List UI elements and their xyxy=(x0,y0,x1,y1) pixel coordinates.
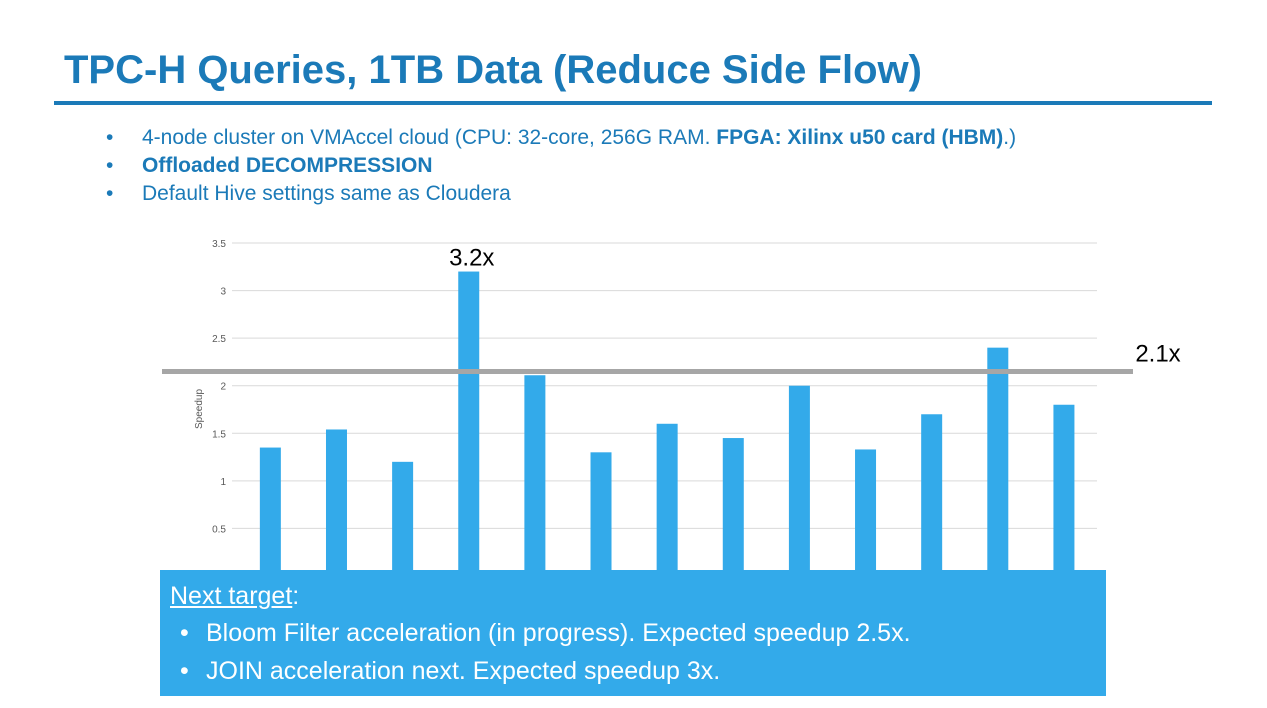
callout-heading: Next target xyxy=(170,582,293,610)
data-bar xyxy=(458,271,480,576)
data-bar xyxy=(656,423,678,576)
callout-item-join: JOIN acceleration next. Expected speedup… xyxy=(170,652,1096,690)
data-bar xyxy=(722,438,744,576)
y-tick-label: 1 xyxy=(220,477,226,488)
y-tick-label: 1.5 xyxy=(212,429,226,440)
data-bar xyxy=(524,375,546,576)
bar-annotation-label: 3.2x xyxy=(449,245,494,272)
bullet-bold-text: FPGA: Xilinx u50 card (HBM) xyxy=(716,126,1004,149)
title-underline xyxy=(54,101,1212,105)
bullet-text: Default Hive settings same as Cloudera xyxy=(142,182,511,205)
y-tick-label: 3 xyxy=(220,287,226,298)
bullet-item-settings: Default Hive settings same as Cloudera xyxy=(106,180,1016,208)
data-bar xyxy=(590,452,612,576)
y-tick-label: 2.5 xyxy=(212,334,226,345)
bullet-tail-text: .) xyxy=(1003,126,1017,149)
chart-bars xyxy=(259,271,1075,576)
data-bar xyxy=(855,449,877,576)
bullet-item-cluster: 4-node cluster on VMAccel cloud (CPU: 32… xyxy=(106,124,1016,152)
callout-heading-row: Next target: xyxy=(170,578,1096,614)
data-bar xyxy=(788,385,810,576)
slide-title: TPC-H Queries, 1TB Data (Reduce Side Flo… xyxy=(64,48,922,92)
average-line-group: 2.1x xyxy=(162,340,1181,374)
data-bar xyxy=(1053,404,1075,576)
y-axis-label: Speedup xyxy=(194,389,205,429)
y-tick-label: 2 xyxy=(220,382,226,393)
callout-item-bloom-filter: Bloom Filter acceleration (in progress).… xyxy=(170,614,1096,652)
y-tick-label: 0.5 xyxy=(212,524,226,535)
bullet-text: 4-node cluster on VMAccel cloud (CPU: 32… xyxy=(142,126,717,149)
bullet-bold-text: Offloaded DECOMPRESSION xyxy=(142,154,433,177)
data-bar xyxy=(259,447,281,576)
bullet-list: 4-node cluster on VMAccel cloud (CPU: 32… xyxy=(106,124,1016,208)
data-bar xyxy=(921,414,943,576)
data-bar xyxy=(392,461,414,576)
data-bar xyxy=(325,429,347,576)
chart-labels: 0.5 1 1.5 2 2.5 3 3.5 Speedup 3.2x xyxy=(194,239,494,535)
bullet-item-offload: Offloaded DECOMPRESSION xyxy=(106,152,1016,180)
data-bar xyxy=(987,347,1009,576)
average-line-label: 2.1x xyxy=(1135,340,1180,367)
next-target-callout: Next target: Bloom Filter acceleration (… xyxy=(160,570,1106,696)
callout-list: Bloom Filter acceleration (in progress).… xyxy=(170,614,1096,690)
callout-heading-colon: : xyxy=(292,582,300,610)
y-tick-label: 3.5 xyxy=(212,239,226,250)
